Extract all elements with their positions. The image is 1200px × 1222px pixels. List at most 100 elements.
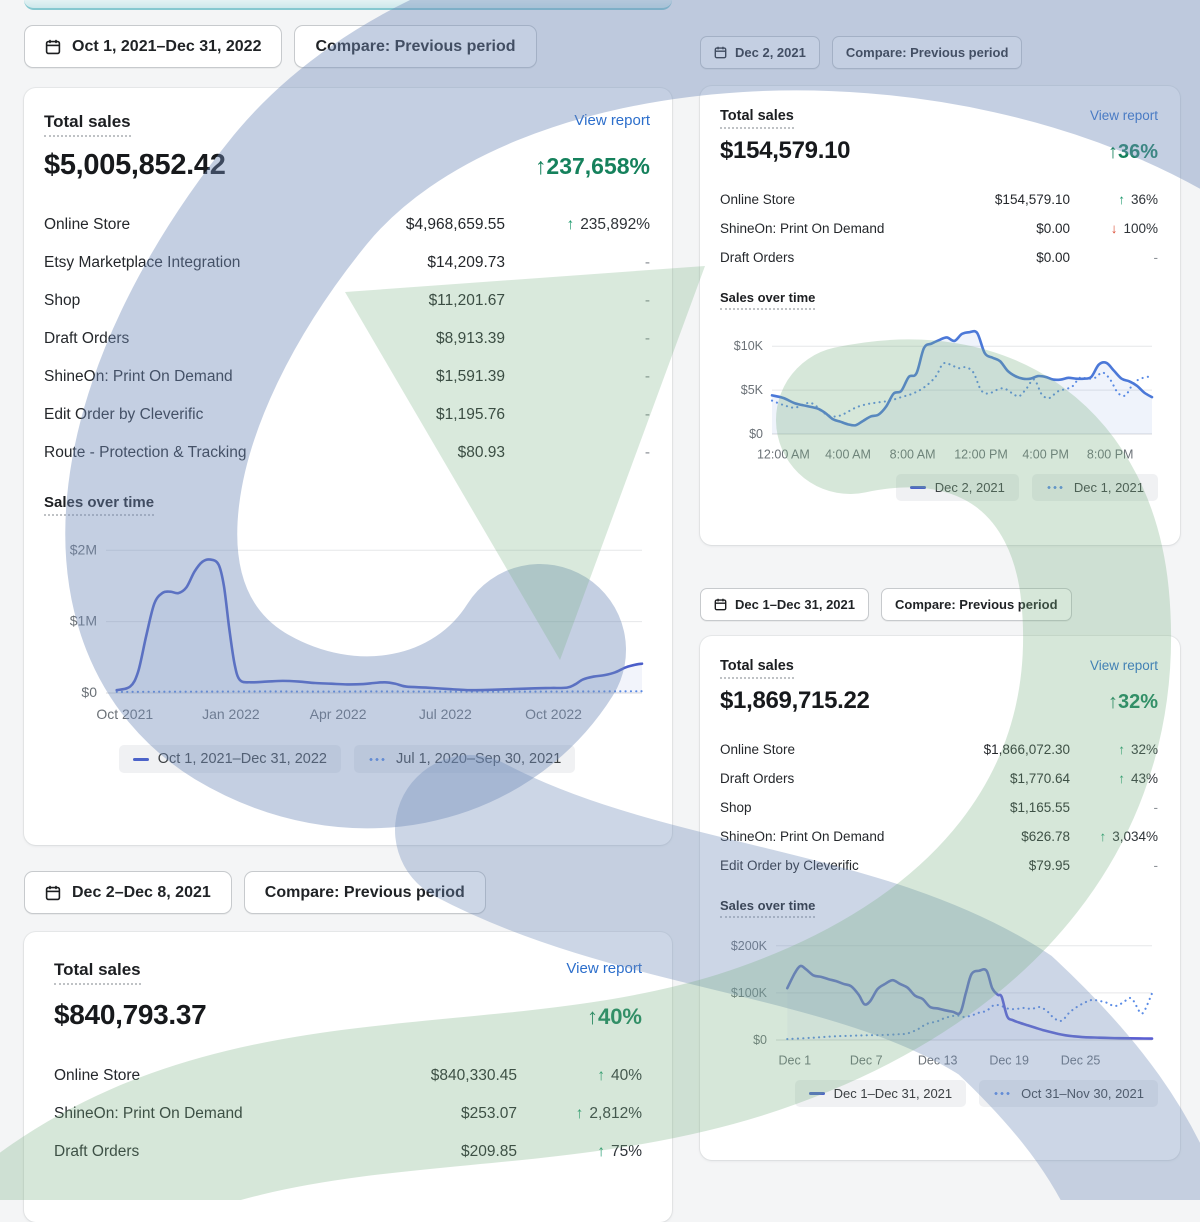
channel-label: Draft Orders — [44, 330, 130, 347]
svg-text:4:00 PM: 4:00 PM — [1022, 448, 1069, 462]
sales-over-time-heading: Sales over time — [720, 898, 816, 918]
svg-text:Dec 13: Dec 13 — [918, 1054, 958, 1068]
date-controls-1: Oct 1, 2021–Dec 31, 2022 Compare: Previo… — [24, 25, 537, 68]
total-sales-amount: $840,793.37 — [54, 999, 207, 1030]
channel-delta: ↑ 2,812% — [517, 1105, 642, 1123]
metric-row: Online Store $1,866,072.30 ↑ 32% — [720, 735, 1158, 764]
metric-row: Shop $1,165.55 - — [720, 793, 1158, 822]
channel-label: ShineOn: Print On Demand — [44, 368, 233, 385]
metric-row: Shop $11,201.67 - — [44, 282, 650, 320]
channel-value: $14,209.73 — [427, 254, 505, 271]
channel-percent: 235,892% — [580, 216, 650, 233]
compare-button-2[interactable]: Compare: Previous period — [831, 36, 1023, 69]
channel-delta: - — [1070, 858, 1159, 873]
legend-label: Jul 1, 2020–Sep 30, 2021 — [396, 751, 562, 767]
svg-text:Jul 2022: Jul 2022 — [419, 706, 472, 722]
svg-text:12:00 AM: 12:00 AM — [757, 448, 810, 462]
channel-value: $253.07 — [460, 1105, 517, 1122]
channel-delta: - — [1070, 250, 1159, 265]
legend-label: Dec 1, 2021 — [1073, 480, 1144, 495]
channel-value: $4,968,659.55 — [405, 216, 505, 233]
legend-chip: Oct 31–Nov 30, 2021 — [979, 1080, 1158, 1107]
svg-text:Dec 1: Dec 1 — [778, 1054, 811, 1068]
legend-label: Oct 31–Nov 30, 2021 — [1021, 1086, 1144, 1101]
date-range-button-4[interactable]: Dec 2–Dec 8, 2021 — [24, 871, 232, 914]
metric-row: Draft Orders $209.85 ↑ 75% — [54, 1133, 642, 1171]
metric-row: Online Store $4,968,659.55 ↑ 235,892% — [44, 206, 650, 244]
compare-button-3[interactable]: Compare: Previous period — [880, 588, 1072, 621]
trend-arrow-icon: ↑ — [566, 216, 575, 233]
channel-percent: 3,034% — [1112, 829, 1158, 844]
channel-value: $1,770.64 — [1009, 771, 1070, 786]
channel-delta: ↑ 32% — [1070, 742, 1158, 757]
sales-channel-table: Online Store $154,579.10 ↑ 36% ShineOn: … — [720, 185, 1158, 272]
svg-text:8:00 PM: 8:00 PM — [1087, 448, 1134, 462]
legend-swatch-icon — [132, 757, 149, 761]
channel-label: Shop — [720, 800, 752, 815]
trend-arrow-icon: ↑ — [575, 1105, 584, 1122]
svg-text:Apr 2022: Apr 2022 — [310, 706, 367, 722]
metric-row: Draft Orders $8,913.39 - — [44, 320, 650, 358]
sales-channel-table: Online Store $840,330.45 ↑ 40% ShineOn: … — [54, 1057, 642, 1171]
total-sales-amount: $5,005,852.42 — [44, 149, 226, 181]
channel-label: Online Store — [54, 1067, 141, 1084]
total-sales-card-day: Total sales View report $154,579.10 ↑36%… — [700, 86, 1180, 545]
total-sales-amount: $1,869,715.22 — [720, 687, 870, 714]
compare-button-1[interactable]: Compare: Previous period — [294, 25, 537, 68]
trend-arrow-icon: ↑ — [597, 1143, 605, 1160]
channel-percent: 40% — [610, 1067, 642, 1084]
date-controls-2: Dec 2, 2021 Compare: Previous period — [700, 36, 1023, 69]
total-sales-delta: ↑36% — [1107, 141, 1158, 163]
channel-percent: - — [644, 406, 650, 423]
channel-value: $79.95 — [1028, 858, 1070, 873]
date-range-button-2[interactable]: Dec 2, 2021 — [700, 36, 820, 69]
trend-arrow-icon: ↑ — [1118, 771, 1125, 786]
sales-over-time-heading: Sales over time — [720, 290, 816, 310]
sales-over-time-chart-month: $0 $100K $200K Dec 1 Dec 7 Dec 13 Dec 19 Dec 25 — [720, 922, 1158, 1072]
total-sales-card-month: Total sales View report $1,869,715.22 ↑3… — [700, 636, 1180, 1160]
sales-channel-table: Online Store $1,866,072.30 ↑ 32% Draft O… — [720, 735, 1158, 880]
channel-label: ShineOn: Print On Demand — [720, 221, 885, 236]
channel-percent: - — [644, 254, 650, 271]
channel-percent: 36% — [1130, 192, 1158, 207]
calendar-icon — [45, 885, 61, 901]
total-sales-delta: ↑237,658% — [534, 153, 650, 179]
metric-row: ShineOn: Print On Demand $1,591.39 - — [44, 358, 650, 396]
card-title: Total sales — [720, 108, 794, 129]
trend-arrow-icon: ↑ — [597, 1067, 605, 1084]
legend-chip: Oct 1, 2021–Dec 31, 2022 — [118, 745, 341, 773]
sales-over-time-heading: Sales over time — [44, 494, 155, 516]
date-range-label: Dec 1–Dec 31, 2021 — [735, 597, 855, 612]
svg-text:Dec 19: Dec 19 — [989, 1054, 1029, 1068]
svg-text:Jan 2022: Jan 2022 — [202, 706, 260, 722]
date-controls-4: Dec 2–Dec 8, 2021 Compare: Previous peri… — [24, 871, 486, 914]
date-range-button-1[interactable]: Oct 1, 2021–Dec 31, 2022 — [24, 25, 283, 68]
chart-legend: Dec 2, 2021 Dec 1, 2021 — [720, 474, 1158, 501]
total-sales-delta: ↑32% — [1107, 691, 1158, 713]
svg-text:Oct 2022: Oct 2022 — [525, 706, 582, 722]
view-report-link[interactable]: View report — [574, 112, 650, 129]
channel-label: Online Store — [720, 192, 796, 207]
svg-text:$100K: $100K — [731, 986, 768, 1000]
svg-text:Oct 2021: Oct 2021 — [96, 706, 153, 722]
view-report-link[interactable]: View report — [1089, 108, 1158, 123]
trend-arrow-icon: ↑ — [1099, 829, 1107, 844]
view-report-link[interactable]: View report — [566, 960, 642, 977]
date-range-label: Dec 2–Dec 8, 2021 — [72, 883, 211, 901]
date-range-button-3[interactable]: Dec 1–Dec 31, 2021 — [700, 588, 869, 621]
svg-text:$5K: $5K — [741, 383, 764, 397]
channel-value: $1,165.55 — [1009, 800, 1070, 815]
compare-button-4[interactable]: Compare: Previous period — [243, 871, 486, 914]
top-banner-edge — [24, 0, 672, 10]
metric-row: Draft Orders $0.00 - — [720, 243, 1158, 272]
trend-arrow-icon: ↓ — [1110, 221, 1118, 236]
channel-value: $1,195.76 — [436, 406, 505, 423]
channel-label: Route - Protection & Tracking — [44, 444, 247, 461]
svg-text:$200K: $200K — [731, 939, 768, 953]
channel-percent: - — [1153, 858, 1159, 873]
channel-delta: ↑ 75% — [517, 1143, 642, 1161]
svg-text:Dec 25: Dec 25 — [1061, 1054, 1101, 1068]
metric-row: Edit Order by Cleverific $1,195.76 - — [44, 396, 650, 434]
view-report-link[interactable]: View report — [1089, 658, 1158, 673]
total-sales-amount: $154,579.10 — [720, 137, 851, 164]
